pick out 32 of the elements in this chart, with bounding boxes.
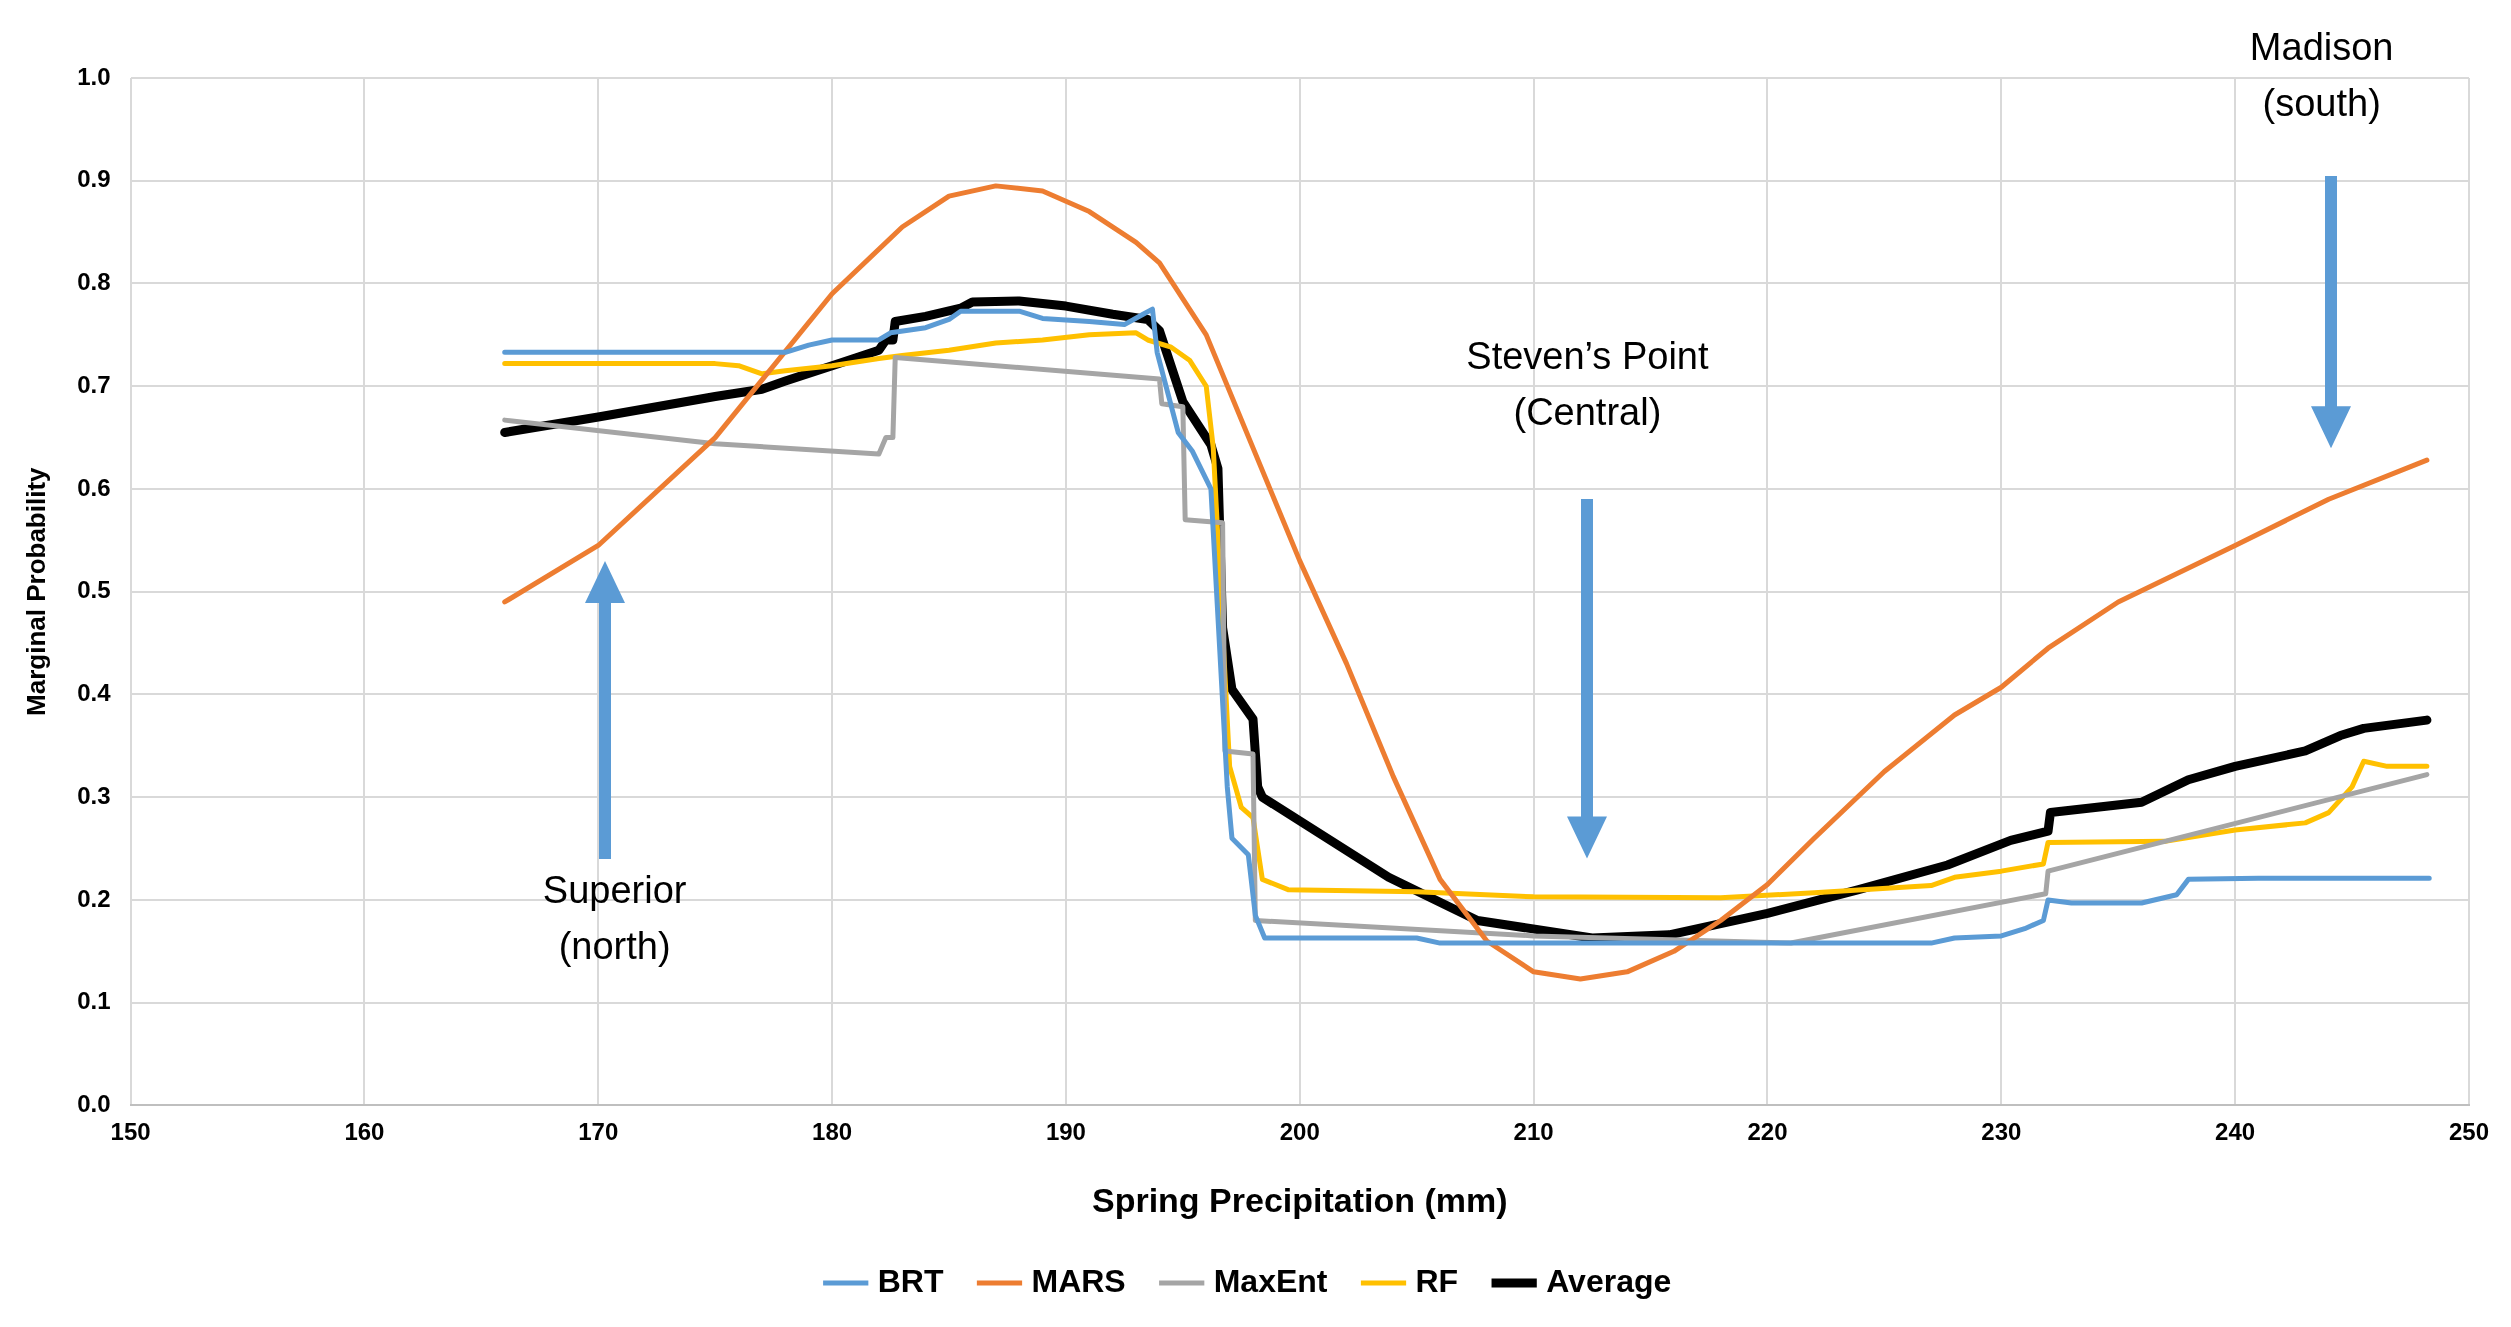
annotation: Madison (south) [2249, 26, 2394, 125]
annotation: Superior (north) [542, 868, 687, 967]
y-tick-label: 0.3 [77, 781, 111, 809]
legend-label: Average [1546, 1262, 1672, 1299]
y-tick-label: 0.4 [77, 679, 112, 707]
y-tick-label: 0.0 [77, 1090, 111, 1118]
x-axis-title: Spring Precipitation (mm) [1091, 1180, 1508, 1219]
x-tick-label: 160 [344, 1118, 385, 1146]
x-tick-label: 170 [578, 1118, 619, 1146]
x-tick-label: 240 [2215, 1118, 2256, 1146]
x-tick-label: 220 [1747, 1118, 1788, 1146]
x-tick-label: 230 [1981, 1118, 2022, 1146]
y-tick-label: 0.1 [77, 987, 111, 1015]
y-tick-label: 0.6 [77, 473, 111, 501]
annotation: Steven’s Point (Central) [1466, 334, 1709, 433]
x-tick-label: 150 [110, 1118, 151, 1146]
x-tick-label: 190 [1045, 1118, 1086, 1146]
x-tick-label: 210 [1513, 1118, 1554, 1146]
legend-label: RF [1415, 1262, 1459, 1299]
legend-label: MARS [1031, 1262, 1126, 1299]
x-tick-label: 200 [1279, 1118, 1320, 1146]
x-tick-label: 180 [812, 1118, 853, 1146]
y-tick-label: 0.2 [77, 884, 111, 912]
legend-label: MaxEnt [1213, 1262, 1328, 1299]
y-axis-title: Marginal Probability [20, 466, 51, 716]
y-tick-label: 0.8 [77, 268, 111, 296]
y-tick-label: 1.0 [77, 62, 111, 90]
y-tick-label: 0.7 [77, 370, 111, 398]
y-tick-label: 0.5 [77, 576, 111, 604]
y-tick-label: 0.9 [77, 165, 111, 193]
x-tick-label: 250 [2448, 1118, 2489, 1146]
legend-label: BRT [877, 1262, 944, 1299]
